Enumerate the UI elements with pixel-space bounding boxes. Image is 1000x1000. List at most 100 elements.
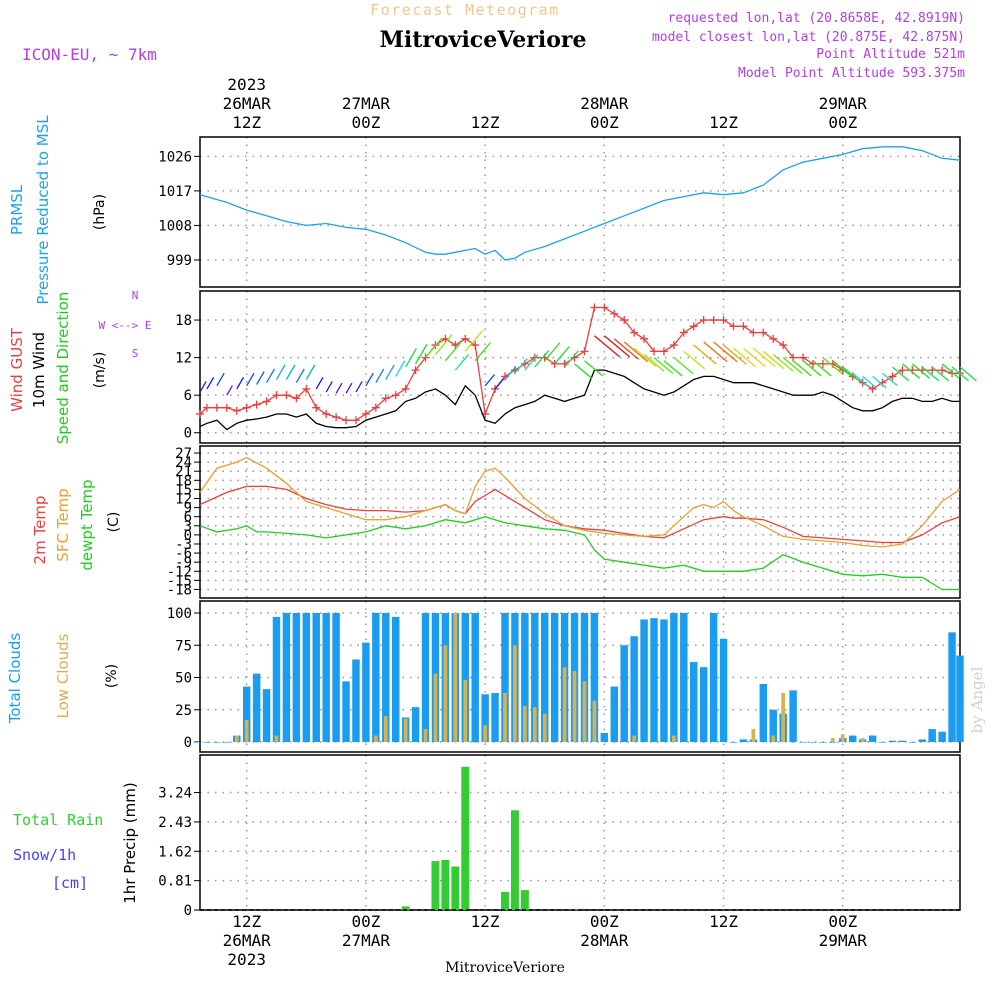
ytick-label: 0 bbox=[184, 735, 192, 751]
gust-marker bbox=[739, 322, 748, 331]
wind-arrow bbox=[872, 375, 887, 389]
panel-clouds: 0 25 50 75 100 bbox=[167, 600, 964, 753]
ytick-label: 1017 bbox=[158, 184, 192, 200]
label-2m-temp: 2m Temp bbox=[31, 496, 49, 565]
bar-total-clouds bbox=[421, 613, 430, 742]
bar-total-clouds bbox=[471, 613, 479, 742]
bar-low-clouds bbox=[582, 681, 587, 742]
time-label-bottom: 26MAR bbox=[223, 931, 272, 950]
ytick-label: 0 bbox=[184, 426, 192, 442]
gust-marker bbox=[461, 334, 470, 343]
bar-total-clouds bbox=[918, 739, 926, 742]
bar-total-clouds bbox=[262, 689, 271, 742]
series-line-dewpt-temp bbox=[199, 516, 960, 591]
bar-low-clouds bbox=[433, 673, 438, 742]
bar-total-rain bbox=[501, 891, 509, 910]
bar-total-clouds bbox=[948, 632, 956, 742]
time-label-top: 00Z bbox=[828, 113, 857, 132]
time-axis: 12Z26MAR202312Z26MAR202300Z27MAR00Z27MAR… bbox=[223, 75, 868, 969]
gust-marker bbox=[898, 366, 907, 375]
wind-arrow bbox=[474, 342, 491, 362]
bar-total-rain bbox=[461, 766, 470, 910]
time-label-bottom: 28MAR bbox=[580, 931, 629, 950]
ytick-label: 3.24 bbox=[158, 786, 192, 802]
ytick-label: 2.43 bbox=[158, 815, 192, 831]
wind-arrow bbox=[613, 338, 640, 360]
bar-low-clouds bbox=[672, 735, 676, 742]
bar-total-clouds bbox=[739, 739, 748, 742]
gust-marker bbox=[322, 409, 331, 418]
bar-total-clouds bbox=[193, 742, 201, 743]
wind-arrow bbox=[216, 372, 225, 387]
gust-marker bbox=[471, 341, 480, 350]
gust-marker bbox=[729, 322, 738, 331]
bar-low-clouds bbox=[840, 734, 845, 742]
time-label-bottom: 00Z bbox=[351, 912, 380, 931]
ytick-label: -15 bbox=[167, 573, 192, 589]
bar-total-clouds bbox=[938, 731, 946, 742]
ytick-label: 999 bbox=[167, 253, 192, 269]
time-label-bottom: 12Z bbox=[471, 912, 500, 931]
time-label-top: 00Z bbox=[590, 113, 619, 132]
ytick-label: 0 bbox=[184, 903, 192, 919]
wind-arrow bbox=[633, 347, 657, 367]
bar-total-clouds bbox=[600, 732, 609, 742]
bar-total-clouds bbox=[252, 673, 261, 742]
wind-arrow bbox=[959, 366, 977, 382]
time-label-bottom: 12Z bbox=[232, 912, 261, 931]
label-10m-wind: 10m Wind bbox=[30, 332, 48, 408]
wind-arrow bbox=[365, 372, 374, 387]
gust-marker bbox=[421, 353, 430, 362]
wind-arrow bbox=[584, 360, 604, 377]
ytick-label: 1.62 bbox=[158, 844, 192, 860]
bar-total-clouds bbox=[322, 613, 330, 742]
wind-arrow bbox=[921, 366, 940, 382]
gust-marker bbox=[789, 353, 798, 362]
gust-marker bbox=[391, 391, 400, 400]
ytick-label: 6 bbox=[184, 388, 192, 404]
point-altitude: Point Altitude 521m bbox=[816, 47, 965, 62]
time-label-top: 12Z bbox=[709, 113, 738, 132]
bar-total-clouds bbox=[908, 742, 917, 743]
gust-marker bbox=[196, 409, 204, 418]
wind-arrow bbox=[832, 360, 852, 377]
wind-arrow bbox=[534, 350, 550, 368]
gust-marker bbox=[292, 394, 301, 403]
bar-total-clouds bbox=[580, 613, 589, 742]
gust-marker bbox=[232, 406, 241, 415]
wind-arrow bbox=[425, 338, 443, 359]
bar-total-clouds bbox=[928, 729, 936, 742]
time-label-top: 12Z bbox=[232, 113, 261, 132]
bar-total-clouds bbox=[809, 742, 817, 743]
label-wind-gust: Wind GUST bbox=[8, 327, 26, 412]
wind-arrow bbox=[405, 348, 417, 368]
gust-marker bbox=[938, 366, 947, 375]
ytick-label: 50 bbox=[175, 671, 192, 687]
bar-total-clouds bbox=[719, 638, 728, 742]
bar-total-clouds bbox=[848, 735, 857, 742]
gust-marker bbox=[381, 394, 390, 403]
bar-total-clouds bbox=[956, 655, 964, 742]
requested-coords: requested lon,lat (20.8658E, 42.8919N) bbox=[668, 11, 965, 26]
bar-total-clouds bbox=[332, 613, 340, 742]
wind-arrow bbox=[504, 366, 517, 380]
bar-total-clouds bbox=[660, 619, 668, 742]
gust-marker bbox=[590, 303, 599, 312]
bar-total-clouds bbox=[362, 642, 370, 742]
panel-frame bbox=[199, 445, 961, 599]
bar-low-clouds bbox=[423, 729, 428, 742]
ytick-label: -18 bbox=[167, 582, 192, 598]
label-percent: (%) bbox=[104, 664, 120, 688]
series-line-10m-wind bbox=[199, 369, 960, 431]
wind-arrow bbox=[941, 363, 960, 379]
bar-total-clouds bbox=[699, 667, 708, 742]
gust-marker bbox=[222, 403, 231, 412]
bar-low-clouds bbox=[572, 671, 577, 742]
wind-arrow bbox=[812, 360, 832, 377]
bar-total-clouds bbox=[541, 613, 549, 742]
wind-arrow bbox=[892, 366, 910, 382]
footer-station: MitroviceVeriore bbox=[445, 960, 565, 976]
wind-arrow bbox=[733, 347, 756, 367]
time-label-top: 27MAR bbox=[342, 94, 391, 113]
wind-arrow bbox=[295, 368, 305, 383]
